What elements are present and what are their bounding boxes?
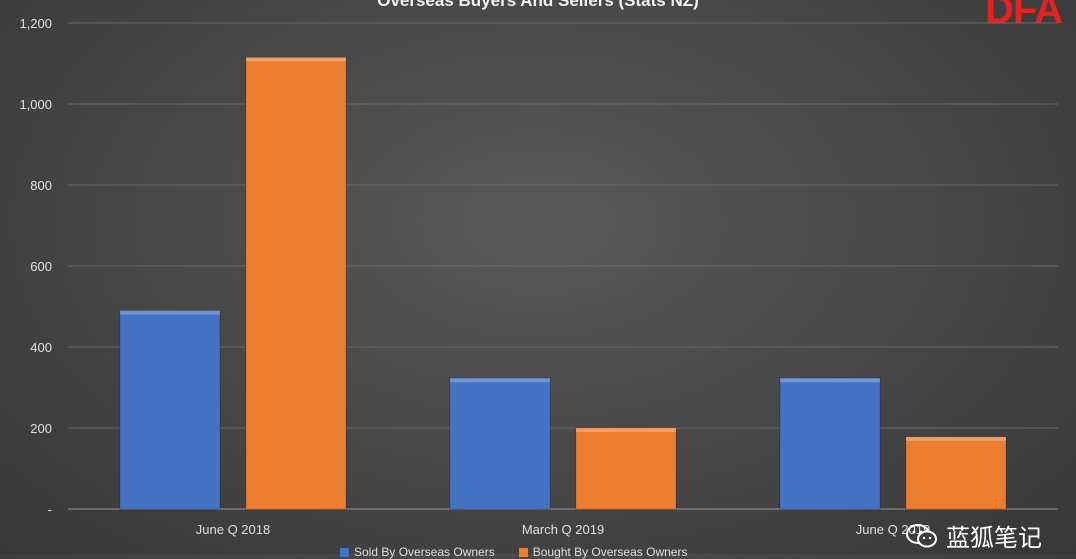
wechat-icon <box>906 523 937 547</box>
bar-highlight <box>906 436 1006 509</box>
bar-highlight <box>450 378 550 509</box>
chart-title: Overseas Buyers And Sellers (Stats NZ) <box>377 0 699 10</box>
bar-highlight <box>780 378 880 509</box>
bar-highlight <box>246 57 346 510</box>
chart-legend: Sold By Overseas Owners Bought By Overse… <box>340 545 687 559</box>
y-tick-label: 800 <box>30 178 52 193</box>
legend-label-bought: Bought By Overseas Owners <box>532 545 688 559</box>
watermark: 蓝狐笔记 <box>906 518 1042 553</box>
x-tick-label: June Q 2018 <box>196 522 270 537</box>
legend-swatch-sold <box>340 547 349 557</box>
bar-top-bevel <box>576 428 676 432</box>
bar-top-bevel <box>450 378 550 383</box>
bar-highlight <box>120 310 220 509</box>
y-tick-label: 400 <box>30 340 52 355</box>
legend-item-sold: Sold By Overseas Owners <box>340 545 495 559</box>
bar-highlight <box>576 428 676 509</box>
dfa-logo: DFA <box>985 0 1063 32</box>
x-tick-label: March Q 2019 <box>522 522 604 537</box>
y-tick-label: - <box>48 502 52 517</box>
watermark-text: 蓝狐笔记 <box>946 524 1042 552</box>
y-tick-label: 1,200 <box>19 16 52 31</box>
bar-top-bevel <box>120 310 220 315</box>
y-tick-label: 1,000 <box>19 97 52 112</box>
legend-swatch-bought <box>518 547 528 557</box>
y-tick-label: 200 <box>30 421 52 436</box>
bar-top-bevel <box>246 57 346 62</box>
bar-top-bevel <box>780 378 880 383</box>
y-tick-label: 600 <box>30 259 52 274</box>
legend-item-bought: Bought By Overseas Owners <box>518 545 688 559</box>
legend-label-sold: Sold By Overseas Owners <box>354 545 495 559</box>
bar-top-bevel <box>906 436 1006 441</box>
